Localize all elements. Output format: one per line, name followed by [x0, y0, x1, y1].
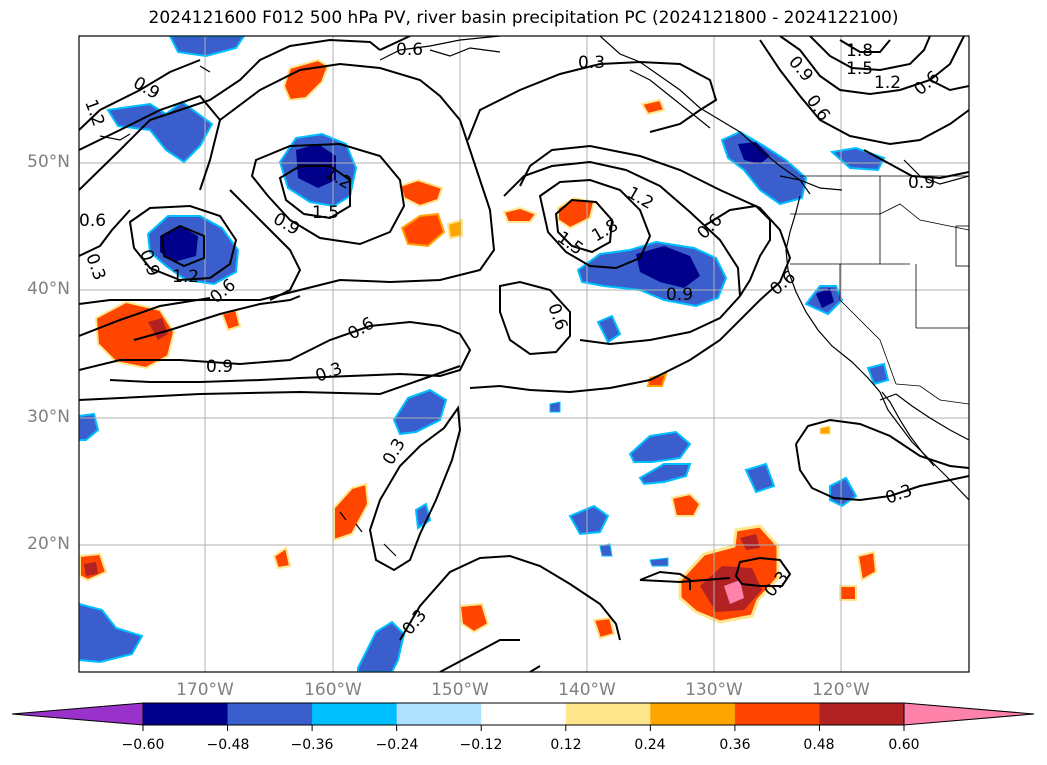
colorbar-cell [143, 703, 229, 725]
colorbar-cell [312, 703, 398, 725]
lon-label-160w: 160°W [304, 680, 362, 700]
pv-contours [79, 36, 969, 672]
contour-label: 1.5 [312, 203, 339, 223]
colorbar-extend-low [11, 702, 144, 726]
colorbar-cell [481, 703, 567, 725]
contour-label: 0.9 [206, 357, 233, 377]
colorbar-frame [142, 702, 905, 726]
colorbar-tick-label: 0.36 [719, 737, 751, 753]
colorbar-tick-label: −0.48 [206, 737, 250, 753]
colorbar-tick-label: −0.36 [290, 737, 334, 753]
map-frame [78, 35, 970, 673]
colorbar-tick-label: −0.60 [121, 737, 165, 753]
colorbar-cell [819, 703, 905, 725]
lon-label-140w: 140°W [558, 680, 616, 700]
colorbar-tick-label: 0.24 [634, 737, 666, 753]
colorbar-cell [734, 703, 820, 725]
contour-label: 1.5 [846, 59, 873, 79]
colorbar-cell [650, 703, 736, 725]
borders [790, 175, 969, 405]
colorbar-cell [565, 703, 651, 725]
contour-label: 0.6 [396, 40, 423, 60]
contour-label: 0.6 [79, 211, 106, 231]
colorbar-tick-label: 0.48 [803, 737, 835, 753]
colorbar-cell [396, 703, 482, 725]
contour-label: 1.2 [874, 73, 901, 93]
contour-label: 0.9 [908, 173, 935, 193]
colorbar-cell [227, 703, 313, 725]
map-background [79, 36, 969, 672]
lat-label-50n: 50°N [27, 152, 70, 172]
lon-label-130w: 130°W [685, 680, 743, 700]
colorbar-tick-label: −0.24 [375, 737, 419, 753]
lon-label-150w: 150°W [431, 680, 489, 700]
coastlines [99, 36, 969, 557]
lat-label-20n: 20°N [27, 534, 70, 554]
lon-label-120w: 120°W [812, 680, 870, 700]
chart-title: 2024121600 F012 500 hPa PV, river basin … [148, 8, 899, 28]
contour-label: 1.2 [172, 267, 199, 287]
precip-negative-areas [79, 36, 890, 672]
gridlines [79, 36, 969, 672]
colorbar-extend-high [903, 702, 1035, 726]
lat-label-30n: 30°N [27, 407, 70, 427]
colorbar-tick-label: 0.12 [550, 737, 582, 753]
contour-label: 0.3 [578, 53, 605, 73]
colorbar-tick-label: 0.60 [888, 737, 920, 753]
colorbar-tick-label: −0.12 [459, 737, 503, 753]
contour-label: 1.8 [846, 41, 873, 61]
lat-label-40n: 40°N [27, 279, 70, 299]
precip-positive-areas [79, 58, 878, 640]
lon-label-170w: 170°W [176, 680, 234, 700]
contour-label: 0.9 [666, 285, 693, 305]
colorbar [11, 702, 1035, 731]
